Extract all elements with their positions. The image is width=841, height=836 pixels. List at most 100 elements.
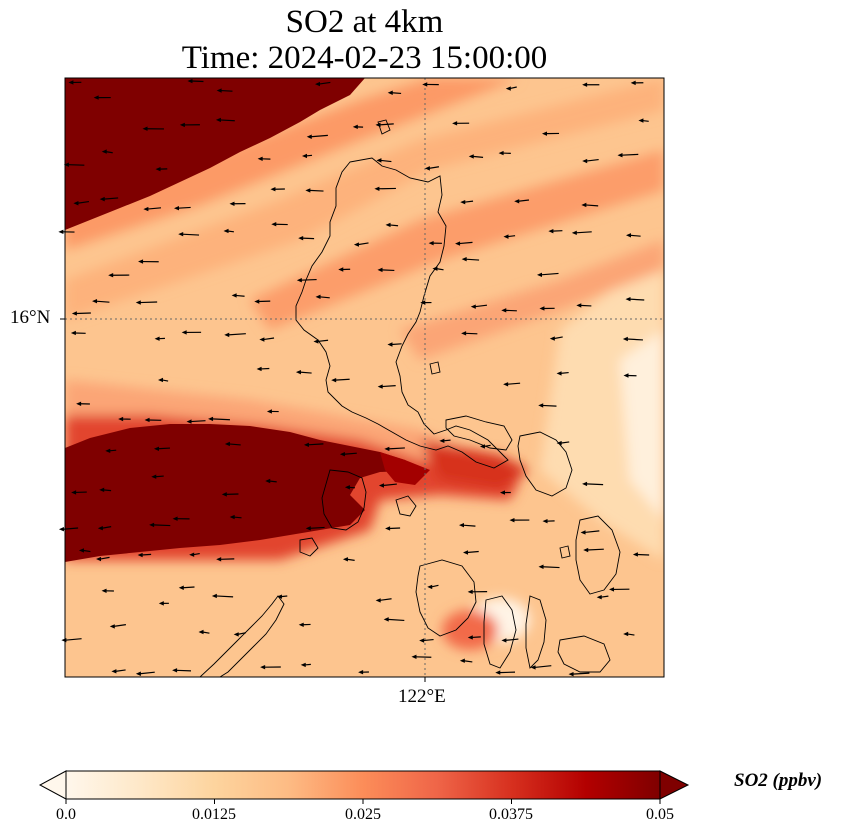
wind-vector-shaft	[443, 439, 451, 442]
wind-vector-head	[503, 234, 509, 239]
wind-vector-head	[265, 478, 271, 484]
wind-vector-shaft	[346, 558, 355, 561]
wind-vector-head	[271, 222, 277, 227]
wind-vector-head	[503, 382, 509, 387]
wind-vector-head	[625, 296, 631, 302]
plot-title-line1: SO2 at 4km	[285, 4, 444, 40]
wind-vector-shaft	[381, 385, 396, 388]
wind-vector-shaft	[584, 530, 600, 534]
wind-vector-shaft	[462, 524, 476, 527]
wind-vector-head	[387, 342, 393, 347]
wind-vector-head	[622, 336, 628, 342]
wind-vector-head	[582, 158, 588, 164]
wind-vector-head	[187, 78, 193, 84]
wind-vector-shaft	[391, 92, 402, 95]
wind-vector-shaft	[464, 200, 474, 203]
coastline-samar	[517, 431, 573, 497]
wind-vector-head	[538, 403, 544, 408]
wind-vector-head	[378, 483, 384, 488]
wind-vector-shaft	[319, 296, 330, 299]
so2-band-east	[420, 440, 530, 490]
wind-vector-head	[509, 517, 515, 523]
wind-vector-shaft	[335, 378, 350, 381]
wind-vector-head	[229, 201, 235, 206]
wind-vector-head	[384, 446, 390, 452]
wind-vector-head	[422, 82, 428, 87]
wind-vector-shaft	[153, 524, 171, 527]
wind-vector-head	[542, 518, 548, 524]
colorbar-tick-0: 0.0	[56, 806, 76, 823]
wind-vector-shaft	[518, 199, 530, 202]
wind-vector-head	[142, 126, 148, 131]
wind-vector-head	[468, 154, 474, 159]
coastline-bohol	[557, 635, 611, 673]
wind-vector-shaft	[103, 197, 119, 200]
wind-vector-head	[632, 552, 638, 557]
wind-vector-head	[223, 228, 229, 234]
wind-vector-head	[101, 588, 107, 593]
wind-vector-shaft	[586, 158, 599, 162]
wind-vector-head	[377, 384, 383, 389]
wind-vector-shaft	[193, 553, 200, 556]
wind-vector-head	[174, 206, 180, 211]
wind-vector-head	[158, 601, 164, 606]
so2-field	[65, 78, 664, 677]
wind-vector-head	[460, 199, 466, 205]
wind-vector-shaft	[317, 339, 329, 343]
wind-vector-shaft	[540, 272, 559, 276]
wind-vector-head	[78, 548, 84, 553]
wind-vector-shaft	[483, 444, 491, 448]
wind-vector-shaft	[113, 624, 126, 627]
wind-vector-head	[461, 256, 467, 262]
coastline-panay	[415, 559, 477, 637]
wind-vector-head	[582, 82, 588, 87]
wind-vector-head	[73, 201, 79, 206]
wind-vector-shaft	[600, 595, 609, 598]
wind-vector-head	[580, 530, 586, 535]
wind-vector-shaft	[215, 595, 234, 598]
wind-vector-head	[313, 339, 319, 344]
wind-vector-head	[93, 95, 99, 100]
wind-vector-head	[439, 438, 445, 444]
wind-vector-head	[172, 516, 178, 521]
coastlines	[199, 119, 621, 677]
wind-vector-head	[295, 369, 301, 375]
wind-vector-head	[352, 124, 358, 130]
wind-vector-head	[548, 228, 554, 234]
wind-vector-shaft	[431, 584, 439, 588]
wind-vector-shaft	[177, 206, 191, 209]
wind-vector-head	[298, 235, 304, 241]
colorbar-tick-2: 0.025	[345, 806, 381, 823]
wind-vector-head	[71, 311, 77, 316]
wind-vector-shaft	[534, 665, 552, 669]
coastline-luzon	[295, 157, 509, 469]
wind-vector-head	[137, 552, 143, 558]
wind-vector-shaft	[147, 207, 162, 210]
wind-vector-head	[71, 490, 77, 495]
wind-vector-head	[498, 150, 504, 156]
wind-vector-head	[224, 441, 230, 447]
wind-vector-head	[138, 259, 144, 264]
wind-vector-head	[315, 294, 321, 300]
wind-vector-shaft	[466, 550, 479, 554]
wind-vector-head	[385, 222, 391, 228]
so2-min-east	[620, 330, 664, 520]
wind-vector-head	[419, 638, 425, 643]
wind-vector-shaft	[621, 153, 639, 156]
wind-vector-shaft	[305, 154, 313, 157]
colorbar-tick-1: 0.0125	[192, 806, 236, 823]
colorbar-label: SO2 (ppbv)	[734, 770, 823, 791]
wind-vector-head	[514, 199, 520, 204]
wind-vector-shaft	[67, 164, 85, 166]
wind-vector-head	[303, 442, 309, 448]
wind-vector-shaft	[348, 486, 356, 489]
wind-vector-shaft	[318, 81, 331, 85]
wind-vector-shaft	[307, 443, 324, 446]
wind-vector-shaft	[587, 548, 604, 551]
wind-vector-head	[58, 527, 64, 532]
wind-vector-head	[582, 481, 588, 487]
wind-vector-head	[315, 81, 321, 87]
wind-vector-head	[375, 598, 381, 603]
wind-vector-shaft	[99, 556, 110, 560]
wind-vector-head	[536, 272, 542, 278]
